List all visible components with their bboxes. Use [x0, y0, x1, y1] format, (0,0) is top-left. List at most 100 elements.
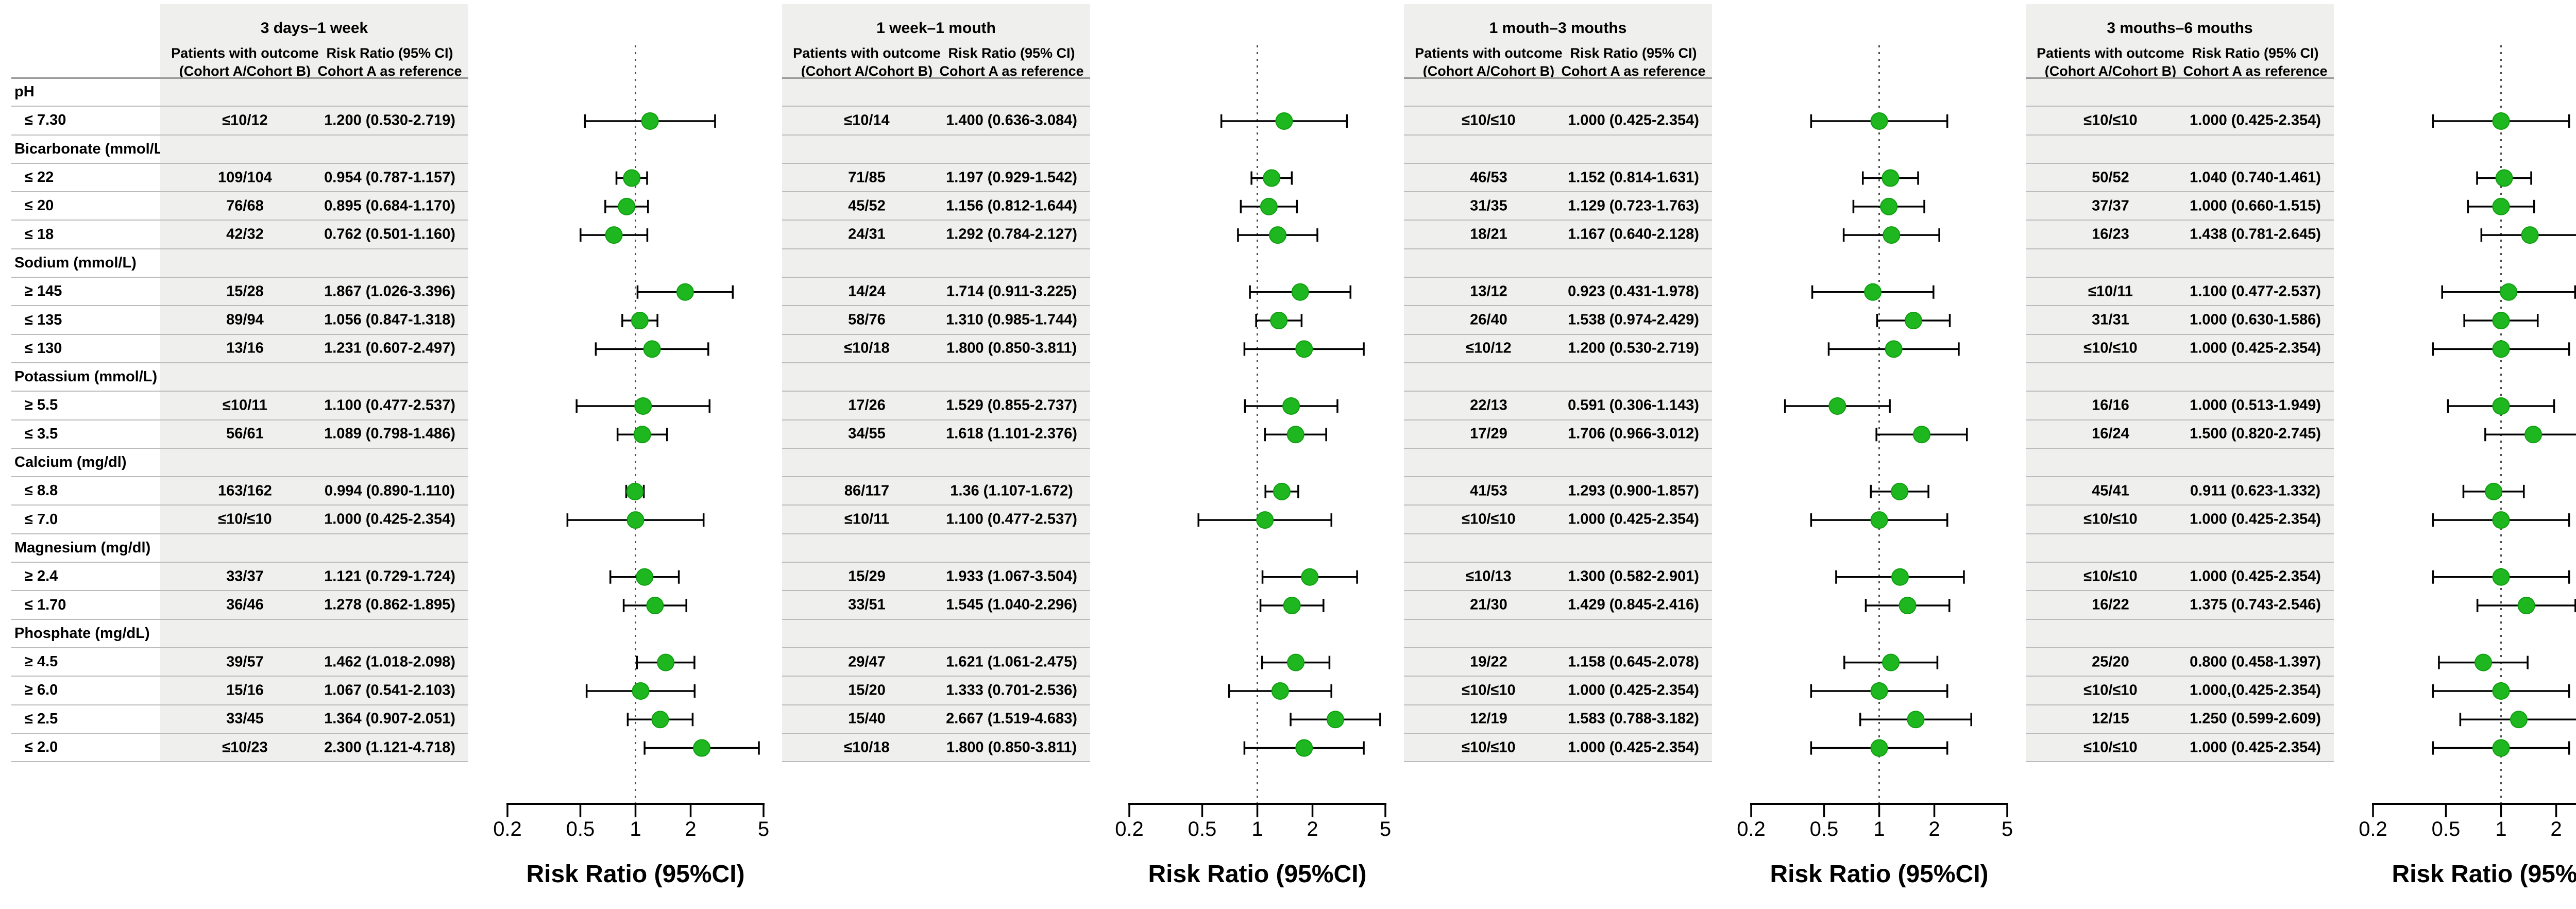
risk-ratio-column-header-line2: Cohort A as reference [317, 63, 462, 79]
table-row: ≤10/≤10 1.000 (0.425-2.354) [160, 506, 468, 534]
risk-point-marker [2492, 739, 2510, 757]
risk-ratio-cell: 1.158 (0.645-2.078) [1568, 653, 1699, 670]
patients-cell: 14/24 [848, 283, 886, 300]
row-item-label: ≥ 2.4 [11, 563, 160, 592]
row-item-label: ≥ 4.5 [11, 648, 160, 677]
risk-point-marker [1271, 682, 1289, 700]
row-item-label: ≥ 145 [11, 278, 160, 307]
patients-cell: 13/12 [1470, 283, 1507, 300]
table-row [160, 534, 468, 563]
patients-cell: ≤10/≤10 [2083, 568, 2138, 585]
patients-cell: ≤10/13 [1466, 568, 1512, 585]
risk-ratio-cell: 0.762 (0.501-1.160) [324, 226, 455, 243]
risk-ratio-cell: 1.621 (1.061-2.475) [946, 653, 1077, 670]
table-row [160, 363, 468, 392]
table-row [782, 449, 1090, 478]
risk-ratio-cell: 1.800 (0.850-3.811) [946, 739, 1077, 756]
risk-ratio-cell: 1.000 (0.425-2.354) [2190, 739, 2321, 756]
table-row: 16/16 1.000 (0.513-1.949) [2026, 392, 2334, 420]
x-axis-tick-label: 2 [1928, 818, 1940, 840]
patients-cell: 36/46 [226, 596, 264, 613]
risk-point-row [2467, 197, 2535, 215]
risk-point-row [1197, 511, 1332, 529]
risk-point-marker [657, 653, 675, 671]
risk-point-row [584, 112, 716, 130]
risk-point-marker [1273, 482, 1291, 500]
risk-point-marker [618, 197, 636, 215]
panel-title: 3 mouths–6 mouths [2107, 20, 2253, 37]
risk-point-marker [2492, 340, 2510, 358]
risk-point-marker [2492, 312, 2510, 330]
risk-point-marker [636, 568, 654, 586]
risk-point-row [1835, 568, 1965, 586]
risk-point-marker [651, 711, 669, 729]
risk-ratio-cell: 1.231 (0.607-2.497) [324, 340, 455, 357]
row-item-label: ≤ 8.8 [11, 477, 160, 506]
risk-point-row [2459, 711, 2576, 729]
risk-point-marker [634, 397, 652, 415]
x-axis-tick-label: 2 [1307, 818, 1318, 840]
row-item-label: ≤ 7.30 [11, 107, 160, 136]
patients-cell: ≤10/11 [222, 397, 267, 414]
risk-point-marker [2510, 711, 2528, 729]
risk-point-row [1875, 426, 1968, 444]
patients-cell: 26/40 [1470, 311, 1507, 328]
risk-point-marker [1891, 482, 1909, 500]
risk-point-row [2447, 397, 2555, 415]
table-row: 46/53 1.152 (0.814-1.631) [1404, 164, 1712, 193]
patients-cell: 17/29 [1470, 425, 1507, 442]
risk-ratio-cell: 1.000 (0.425-2.354) [1568, 682, 1699, 699]
table-row [1404, 620, 1712, 648]
forest-plot: 0.2 0.5 1 2 5 Risk Ratio (95%CI) [1737, 45, 2013, 888]
table-row: 56/61 1.089 (0.798-1.486) [160, 420, 468, 449]
risk-point-marker [2517, 597, 2535, 615]
table-row: 33/51 1.545 (1.040-2.296) [782, 591, 1090, 620]
risk-point-marker [1870, 682, 1888, 700]
patients-column-header-line2: (Cohort A/Cohort B) [179, 63, 311, 79]
patients-cell: 31/31 [2092, 311, 2129, 328]
risk-ratio-cell: 1.714 (0.911-3.225) [946, 283, 1077, 300]
risk-point-marker [1891, 568, 1909, 586]
table-row: 25/20 0.800 (0.458-1.397) [2026, 648, 2334, 677]
table-row [2026, 136, 2334, 164]
risk-point-marker [1864, 283, 1882, 301]
header-separator-line [782, 77, 1090, 79]
table-row: 45/52 1.156 (0.812-1.644) [782, 192, 1090, 221]
risk-point-marker [641, 112, 659, 130]
risk-point-row [566, 511, 705, 529]
table-row [782, 534, 1090, 563]
x-axis-tick-label: 1 [1251, 818, 1263, 840]
panel-table: 1 mouth–3 mouths Patients with outcome (Co… [1404, 4, 1712, 763]
risk-point-row [1244, 397, 1338, 415]
table-row: 12/15 1.250 (0.599-2.609) [2026, 705, 2334, 734]
table-row: 26/40 1.538 (0.974-2.429) [1404, 306, 1712, 335]
table-row: ≤10/12 1.200 (0.530-2.719) [160, 107, 468, 136]
risk-point-row [1250, 169, 1293, 187]
patients-cell: 50/52 [2092, 169, 2129, 186]
patients-cell: 24/31 [848, 226, 886, 243]
risk-point-marker [1283, 597, 1301, 615]
risk-ratio-cell: 1.040 (0.740-1.461) [2190, 169, 2321, 186]
risk-point-row [626, 711, 694, 729]
x-axis-tick-label: 5 [1380, 818, 1391, 840]
table-row: ≤10/≤10 1.000 (0.425-2.354) [2026, 563, 2334, 592]
row-group-label: Sodium (mmol/L) [11, 249, 160, 278]
table-row [1404, 534, 1712, 563]
patients-column-header-line1: Patients with outcome [1415, 45, 1563, 61]
patients-cell: 12/15 [2092, 710, 2129, 727]
table-row: 36/46 1.278 (0.862-1.895) [160, 591, 468, 620]
x-axis-tick-label: 1 [1873, 818, 1885, 840]
risk-ratio-cell: 1.129 (0.723-1.763) [1568, 197, 1699, 214]
risk-point-row [1220, 112, 1348, 130]
risk-point-marker [693, 739, 711, 757]
row-item-label: ≥ 5.5 [11, 392, 160, 420]
patients-cell: ≤10/12 [1466, 340, 1512, 357]
patients-cell: 109/104 [218, 169, 272, 186]
patients-column-header-line2: (Cohort A/Cohort B) [2044, 63, 2177, 79]
patients-cell: 33/45 [226, 710, 264, 727]
table-row [2026, 449, 2334, 478]
risk-ratio-cell: 1.250 (0.599-2.609) [2190, 710, 2321, 727]
risk-ratio-cell: 1.000 (0.425-2.354) [2190, 112, 2321, 129]
table-row [1404, 136, 1712, 164]
risk-point-row [1827, 340, 1960, 358]
